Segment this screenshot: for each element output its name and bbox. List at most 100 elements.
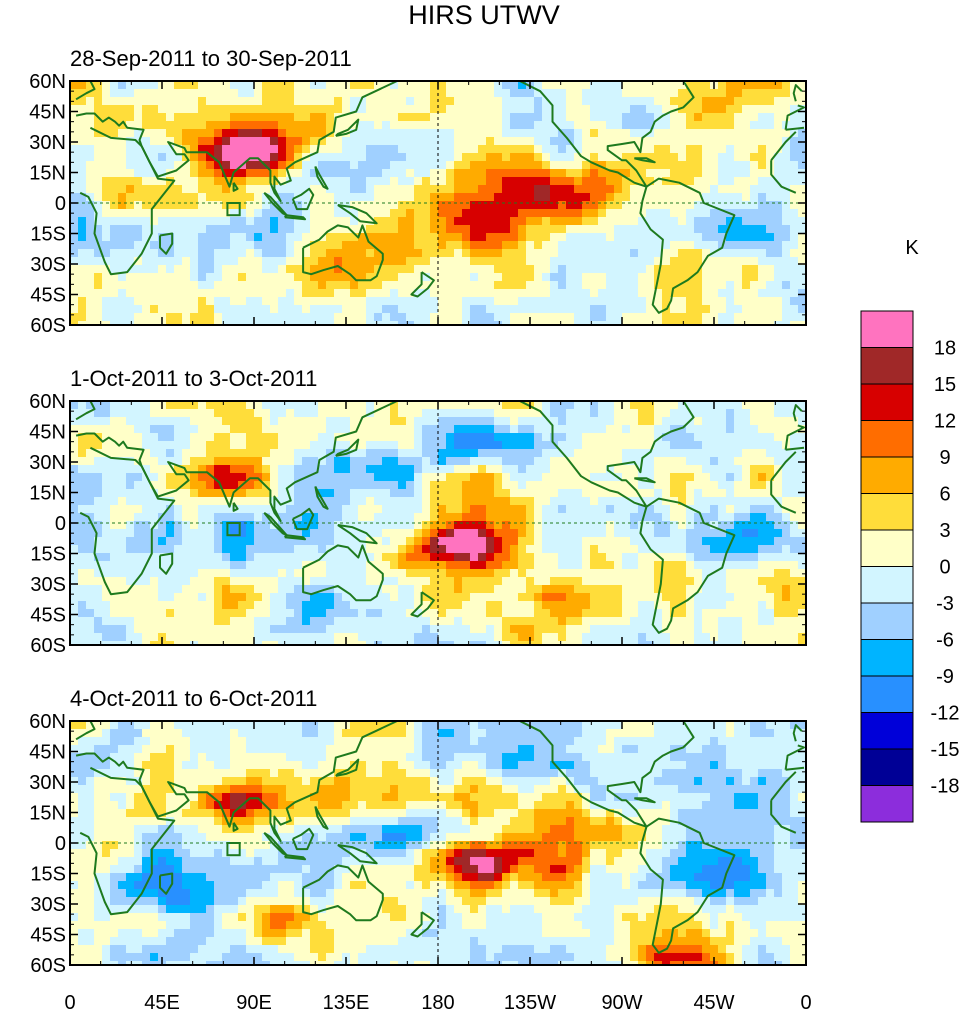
field-cell xyxy=(78,513,87,522)
field-cell xyxy=(230,265,239,274)
field-cell xyxy=(334,569,343,578)
field-cell xyxy=(262,81,271,90)
field-cell xyxy=(694,521,703,530)
field-cell xyxy=(366,489,375,498)
field-cell xyxy=(326,281,335,290)
field-cell xyxy=(574,217,583,226)
field-cell xyxy=(430,89,439,98)
field-cell xyxy=(582,297,591,306)
field-cell xyxy=(382,145,391,154)
field-cell xyxy=(150,441,159,450)
field-cell xyxy=(694,305,703,314)
field-cell xyxy=(446,513,455,522)
field-cell xyxy=(758,497,767,506)
field-cell xyxy=(110,489,119,498)
field-cell xyxy=(94,305,103,314)
field-cell xyxy=(454,273,463,282)
field-cell xyxy=(150,257,159,266)
field-cell xyxy=(478,481,487,490)
field-cell xyxy=(238,537,247,546)
field-cell xyxy=(574,113,583,122)
field-cell xyxy=(134,233,143,242)
field-cell xyxy=(622,97,631,106)
field-cell xyxy=(662,89,671,98)
field-cell xyxy=(118,233,127,242)
field-cell xyxy=(606,489,615,498)
field-cell xyxy=(518,305,527,314)
field-cell xyxy=(598,153,607,162)
field-cell xyxy=(94,209,103,218)
field-cell xyxy=(694,561,703,570)
field-cell xyxy=(238,425,247,434)
field-cell xyxy=(406,297,415,306)
field-cell xyxy=(286,185,295,194)
field-cell xyxy=(134,89,143,98)
field-cell xyxy=(590,209,599,218)
field-cell xyxy=(542,505,551,514)
field-cell xyxy=(718,441,727,450)
field-cell xyxy=(654,121,663,130)
field-cell xyxy=(678,113,687,122)
field-cell xyxy=(446,313,455,322)
field-cell xyxy=(246,417,255,426)
field-cell xyxy=(678,137,687,146)
field-cell xyxy=(182,281,191,290)
field-cell xyxy=(558,465,567,474)
field-cell xyxy=(390,249,399,258)
field-cell xyxy=(582,193,591,202)
field-cell xyxy=(262,513,271,522)
field-cell xyxy=(574,153,583,162)
field-cell xyxy=(574,425,583,434)
field-cell xyxy=(582,121,591,130)
field-cell xyxy=(582,273,591,282)
field-cell xyxy=(350,225,359,234)
field-cell xyxy=(662,561,671,570)
field-cell xyxy=(182,489,191,498)
field-cell xyxy=(246,409,255,418)
field-cell xyxy=(470,113,479,122)
field-cell xyxy=(430,569,439,578)
field-cell xyxy=(342,273,351,282)
field-cell xyxy=(422,153,431,162)
field-cell xyxy=(262,417,271,426)
field-cell xyxy=(486,129,495,138)
field-cell xyxy=(590,257,599,266)
field-cell xyxy=(486,217,495,226)
field-cell xyxy=(222,81,231,90)
field-cell xyxy=(134,129,143,138)
field-cell xyxy=(782,113,791,122)
field-cell xyxy=(262,169,271,178)
field-cell xyxy=(190,553,199,562)
field-cell xyxy=(742,137,751,146)
field-cell xyxy=(190,305,199,314)
field-cell xyxy=(718,553,727,562)
field-cell xyxy=(678,209,687,218)
field-cell xyxy=(710,433,719,442)
field-cell xyxy=(198,97,207,106)
field-cell xyxy=(486,569,495,578)
field-cell xyxy=(190,513,199,522)
field-cell xyxy=(646,137,655,146)
field-cell xyxy=(366,529,375,538)
field-cell xyxy=(526,473,535,482)
field-cell xyxy=(590,193,599,202)
field-cell xyxy=(310,409,319,418)
field-cell xyxy=(182,521,191,530)
field-cell xyxy=(790,113,799,122)
field-cell xyxy=(190,505,199,514)
field-cell xyxy=(166,441,175,450)
field-cell xyxy=(558,81,567,90)
field-cell xyxy=(398,425,407,434)
field-cell xyxy=(190,409,199,418)
field-cell xyxy=(718,409,727,418)
field-cell xyxy=(326,97,335,106)
field-cell xyxy=(446,145,455,154)
field-cell xyxy=(286,113,295,122)
field-cell xyxy=(334,401,343,410)
field-cell xyxy=(398,561,407,570)
field-cell xyxy=(422,257,431,266)
field-cell xyxy=(766,433,775,442)
field-cell xyxy=(238,457,247,466)
field-cell xyxy=(454,193,463,202)
field-cell xyxy=(478,185,487,194)
